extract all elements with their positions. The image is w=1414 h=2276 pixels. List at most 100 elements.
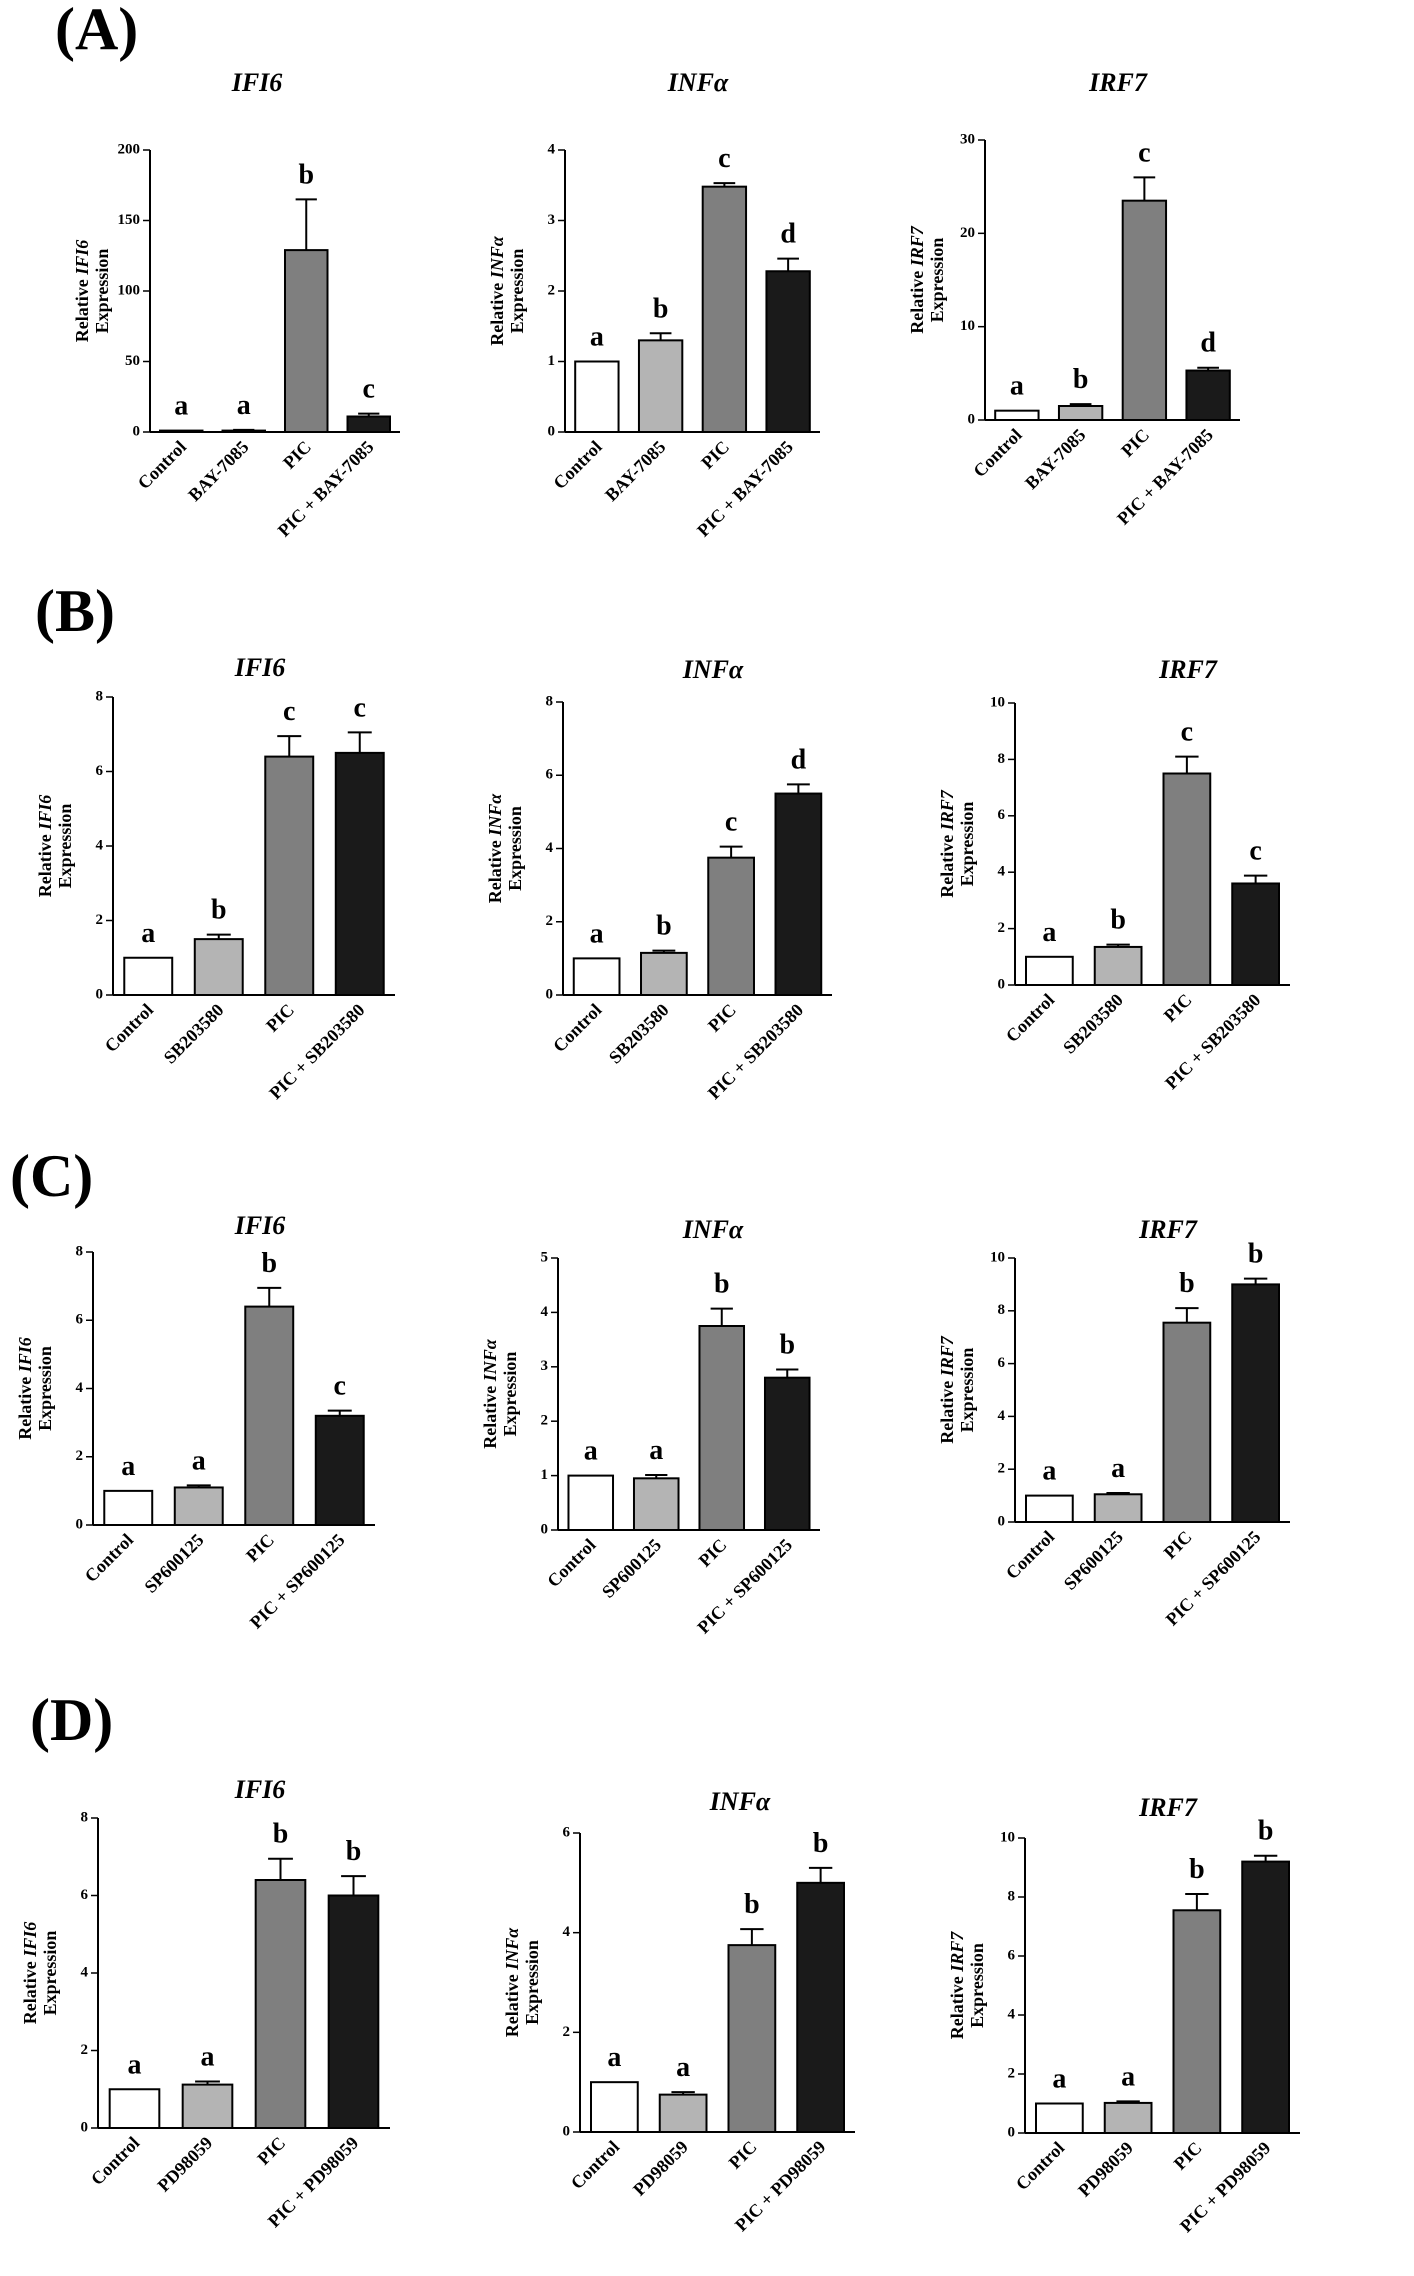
chart-title: IRF7 <box>1088 68 1148 97</box>
category-label: PIC <box>1160 990 1196 1026</box>
bar-3 <box>1162 772 1212 986</box>
bar-3 <box>1172 1909 1222 2135</box>
y-tick-label: 0 <box>76 1516 84 1532</box>
chart-title: IRF7 <box>1138 1793 1198 1822</box>
y-axis-label-line1: Relative IFI6 <box>72 240 92 343</box>
y-tick-label: 8 <box>998 1302 1006 1318</box>
y-tick-label: 2 <box>998 920 1006 936</box>
significance-letter: b <box>211 895 227 926</box>
category-label: Control <box>134 437 190 493</box>
chart-title: INFα <box>682 655 744 684</box>
category-label: PIC <box>704 1000 740 1036</box>
significance-letter: a <box>121 1451 135 1482</box>
y-axis-label-line2: Expression <box>40 1931 60 2016</box>
significance-letter: b <box>656 911 672 942</box>
category-label: PIC <box>697 437 733 473</box>
y-tick-label: 6 <box>1008 1947 1016 1963</box>
bar-4 <box>1231 1283 1280 1524</box>
significance-letter: d <box>1200 328 1216 359</box>
y-axis-label: Relative INFαExpression <box>480 1338 520 1448</box>
category-label: Control <box>549 437 605 493</box>
y-axis-label-line2: Expression <box>967 1943 987 2028</box>
chart-title: IFI6 <box>231 68 283 97</box>
category-label: SB203580 <box>605 1000 673 1068</box>
y-tick-label: 5 <box>541 1249 549 1265</box>
y-axis-label-line1: Relative IFI6 <box>20 1922 40 2025</box>
y-tick-label: 0 <box>968 411 976 427</box>
bar-1 <box>572 957 621 996</box>
category-label: Control <box>1002 990 1058 1046</box>
chart-title: IFI6 <box>234 1211 286 1240</box>
chart-title: INFα <box>682 1215 744 1244</box>
bar-4 <box>314 1414 365 1527</box>
y-axis-label-gene: INFα <box>480 1338 500 1382</box>
y-axis-label: Relative IFI6Expression <box>35 795 75 898</box>
y-tick-label: 1 <box>548 353 556 369</box>
y-axis-label-line2: Expression <box>507 249 527 334</box>
y-tick-label: 4 <box>1008 2006 1016 2022</box>
significance-letter: a <box>649 1435 663 1466</box>
significance-letter: b <box>1258 1816 1274 1847</box>
significance-letter: b <box>261 1248 277 1279</box>
category-label: SP600125 <box>1060 1527 1127 1594</box>
category-label: PIC <box>242 1530 278 1566</box>
y-tick-label: 50 <box>125 353 140 369</box>
bar-4 <box>327 1894 380 2129</box>
significance-letter: b <box>779 1330 795 1361</box>
significance-letter: a <box>141 918 155 949</box>
y-tick-label: 6 <box>998 1355 1006 1371</box>
y-axis-label-prefix: Relative <box>72 275 92 342</box>
y-tick-label: 0 <box>548 423 556 439</box>
y-tick-label: 3 <box>548 212 556 228</box>
bar-2 <box>181 2083 234 2130</box>
y-tick-label: 8 <box>1008 1888 1016 1904</box>
y-axis-label: Relative IRF7Expression <box>937 1335 977 1444</box>
y-axis-label-line1: Relative IFI6 <box>35 795 55 898</box>
y-axis-label-gene: IRF7 <box>937 1335 957 1377</box>
category-label: Control <box>543 1535 599 1591</box>
category-label: SB203580 <box>1059 990 1127 1058</box>
category-label: PIC <box>725 2137 761 2173</box>
y-tick-label: 4 <box>563 1924 571 1940</box>
significance-letter: b <box>653 293 669 324</box>
y-tick-label: 8 <box>76 1243 84 1259</box>
bar-2 <box>1103 2101 1153 2134</box>
chart-title: IFI6 <box>234 1775 286 1804</box>
y-tick-label: 3 <box>541 1358 549 1374</box>
chart-title: IFI6 <box>234 653 286 682</box>
y-axis-label-gene: IRF7 <box>937 789 957 831</box>
significance-letter: a <box>192 1445 206 1476</box>
category-label: Control <box>969 425 1025 481</box>
category-label: PIC <box>279 437 315 473</box>
y-axis-label-prefix: Relative <box>947 1972 967 2039</box>
category-label: BAY-7085 <box>1021 425 1089 493</box>
y-tick-label: 2 <box>548 282 556 298</box>
bar-2 <box>193 938 244 996</box>
bar-2 <box>173 1486 224 1527</box>
bar-3 <box>701 185 748 433</box>
significance-letter: d <box>791 744 807 775</box>
y-tick-label: 0 <box>998 976 1006 992</box>
bar-2 <box>1057 405 1104 421</box>
y-tick-label: 10 <box>990 1249 1005 1265</box>
y-axis-label-line2: Expression <box>505 806 525 891</box>
y-tick-label: 10 <box>1000 1829 1015 1845</box>
y-tick-label: 0 <box>133 423 141 439</box>
category-label: Control <box>1002 1527 1058 1583</box>
y-axis-label-line2: Expression <box>92 249 112 334</box>
significance-letter: a <box>1010 371 1024 402</box>
bar-4 <box>334 751 385 996</box>
chart-title: INFα <box>667 68 729 97</box>
significance-letter: b <box>1110 905 1126 936</box>
bar-2 <box>1093 945 1143 986</box>
y-tick-label: 0 <box>563 2123 571 2139</box>
y-tick-label: 4 <box>998 1408 1006 1424</box>
significance-letter: a <box>201 2042 215 2073</box>
y-axis-label-prefix: Relative <box>20 1957 40 2024</box>
